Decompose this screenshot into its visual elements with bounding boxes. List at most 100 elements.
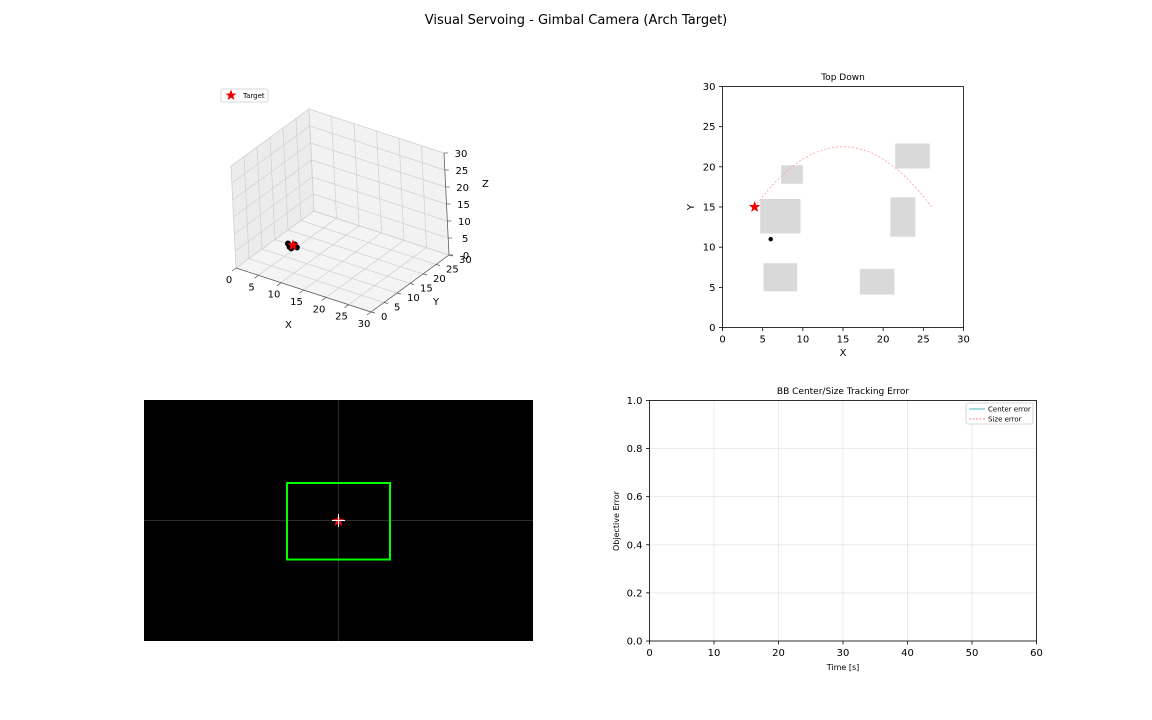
- 3d-x-tick: [254, 275, 259, 279]
- error-x-tick-label: 20: [772, 648, 785, 659]
- error-x-tick-label: 10: [708, 648, 721, 659]
- 3d-z-tick-label: 0: [463, 251, 469, 262]
- top-xlabel: X: [840, 348, 847, 359]
- error-legend: Center error Size error: [965, 402, 1034, 425]
- 3d-grid-back-z: [308, 108, 445, 154]
- top-title: Top Down: [820, 73, 865, 83]
- top-obstacle: [781, 165, 803, 184]
- top-obstacle: [760, 198, 801, 234]
- top-drone-point: [768, 236, 773, 242]
- error-x-tick-label: 0: [646, 648, 652, 659]
- 3d-y-tick-label: 0: [381, 312, 387, 323]
- top-axes-frame: [722, 86, 964, 328]
- camera-bounding-box: [286, 482, 391, 561]
- top-obstacle: [859, 268, 895, 295]
- 3d-xlabel: X: [285, 320, 292, 331]
- 3d-y-tick: [396, 292, 402, 295]
- 3d-grid-floor-y: [300, 220, 437, 265]
- 3d-y-tick-label: 20: [433, 274, 446, 285]
- error-y-tick-label: 0.8: [627, 444, 643, 455]
- error-x-tick-label: 30: [837, 648, 850, 659]
- 3d-x-tick: [366, 311, 372, 316]
- top-y-tick-label: 20: [703, 162, 716, 173]
- error-ylabel: Objective Error: [612, 490, 621, 551]
- 3d-z-tick-label: 10: [458, 217, 471, 228]
- 3d-zlabel: Z: [482, 179, 489, 190]
- 3d-y-tick: [409, 283, 415, 285]
- figure-title: Visual Servoing - Gimbal Camera (Arch Ta…: [425, 13, 728, 28]
- top-y-tick-label: 10: [703, 243, 716, 254]
- 3d-x-tick-label: 5: [248, 282, 254, 293]
- 3d-grid-back-z: [309, 125, 445, 171]
- top-y-tick-label: 0: [709, 323, 715, 334]
- error-xlabel: Time [s]: [826, 663, 860, 672]
- 3d-y-tick: [383, 302, 389, 304]
- top-y-tick-label: 30: [703, 82, 716, 93]
- 3d-y-tick-label: 5: [394, 303, 400, 314]
- 3d-x-tick-label: 10: [268, 290, 281, 301]
- 3d-grid-left-z: [230, 108, 310, 167]
- panel-error: BB Center/Size Tracking Error 0 10 20 30 40 5…: [612, 387, 1043, 672]
- top-x-tick-label: 15: [837, 335, 850, 346]
- error-y-tick-label: 0.4: [627, 540, 643, 551]
- error-x-tick-label: 40: [901, 648, 914, 659]
- top-x-tick-label: 0: [719, 335, 725, 346]
- top-x-tick-label: 30: [957, 335, 970, 346]
- 3d-z-tick-label: 5: [462, 234, 468, 245]
- 3d-x-tick: [299, 289, 304, 294]
- 3d-x-tick-label: 15: [290, 297, 303, 308]
- 3d-grid-floor-y: [313, 210, 450, 256]
- error-legend-size-label: Size error: [988, 416, 1022, 424]
- 3d-ylabel: Y: [432, 297, 440, 308]
- error-legend-box: [965, 402, 1034, 425]
- 3d-grid-left-z: [231, 125, 311, 184]
- error-grid: [649, 400, 1037, 642]
- top-x-tick-label: 5: [759, 335, 765, 346]
- 3d-y-tick: [370, 311, 376, 314]
- top-arch-path: [754, 146, 932, 208]
- 3d-y-tick-label: 30: [459, 255, 472, 266]
- top-ticks: 0 5 10 15 20 25 30 0 5 10 15 20 25 30: [703, 82, 970, 346]
- 3d-x-tick: [276, 282, 282, 286]
- panel-top-down: Top Down 0 5 10 15 20 25 30 0 5 10 15 20 25 30 X Y: [686, 73, 970, 359]
- error-y-tick-label: 0.6: [627, 492, 643, 503]
- top-marks: [748, 201, 773, 242]
- error-x-tick-label: 50: [966, 648, 979, 659]
- top-target-star: [748, 201, 761, 212]
- 3d-z-tick-label: 20: [456, 183, 469, 194]
- 3d-x-tick-label: 25: [335, 312, 348, 323]
- top-y-tick-label: 25: [703, 122, 716, 133]
- 3d-x-tick-label: 0: [226, 275, 232, 286]
- top-obstacle: [895, 143, 930, 169]
- top-y-tick-label: 15: [703, 203, 716, 214]
- top-obstacles: [760, 143, 930, 295]
- error-ticks: 0 10 20 30 40 50 60 0.0 0.2 0.4 0.6 0.8 1.0: [627, 396, 1043, 659]
- 3d-target-star: [287, 239, 299, 251]
- top-x-tick-label: 10: [796, 335, 809, 346]
- 3d-y-tick-label: 10: [407, 293, 420, 304]
- error-x-tick-label: 60: [1030, 648, 1043, 659]
- 3d-z-tick-label: 25: [455, 166, 468, 177]
- 3d-legend-label: Target: [242, 92, 265, 100]
- 3d-legend: Target: [220, 88, 269, 103]
- 3d-x-tick: [344, 304, 349, 308]
- error-y-tick-label: 0.0: [627, 637, 643, 648]
- error-y-tick-label: 0.2: [627, 588, 643, 599]
- 3d-x-tick-label: 30: [358, 319, 371, 330]
- 3d-y-tick-label: 25: [446, 265, 459, 276]
- 3d-x-tick: [321, 297, 327, 301]
- 3d-marks: [284, 239, 300, 252]
- error-legend-center-label: Center error: [988, 406, 1031, 414]
- top-y-tick-label: 5: [709, 283, 715, 294]
- panel-camera: [144, 400, 533, 641]
- 3d-x-tick-label: 20: [313, 304, 326, 315]
- top-ylabel: Y: [686, 203, 697, 211]
- 3d-grid-left-y: [308, 108, 315, 212]
- 3d-x-tick: [231, 267, 237, 272]
- 3d-y-tick: [435, 264, 441, 266]
- 3d-panes: [230, 108, 450, 313]
- top-obstacle: [890, 197, 916, 237]
